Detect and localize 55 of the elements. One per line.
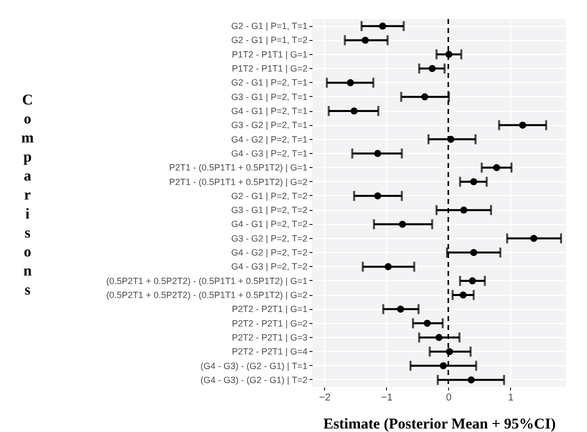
y-tick-label: P1T2 - P1T1 | G=2: [232, 64, 308, 74]
point: [460, 206, 468, 214]
x-tick-label: −2: [319, 392, 332, 404]
y-tick-label: (G4 - G3) - (G2 - G1) | T=2: [200, 374, 308, 385]
point: [460, 291, 467, 299]
point: [421, 93, 428, 100]
y-tick-label: P2T2 - P2T1 | G=3: [232, 332, 308, 342]
y-tick-label: G3 - G2 | P=2, T=2: [231, 233, 308, 244]
point: [519, 122, 526, 129]
x-tick-label: 0: [446, 392, 452, 404]
y-tick-label: G4 - G3 | P=2, T=2: [231, 262, 308, 272]
y-tick-label: (0.5P2T1 + 0.5P2T2) - (0.5P1T1 + 0.5P1T2) | G=1: [106, 276, 308, 286]
point: [468, 376, 475, 384]
y-tick-label: (G4 - G3) - (G2 - G1) | T=1: [200, 360, 308, 371]
y-tick-label: P1T2 - P1T1 | G=1: [232, 49, 308, 60]
text: Comparisons: [21, 92, 34, 298]
point: [493, 164, 500, 172]
y-tick-label: G4 - G2 | P=2, T=2: [231, 248, 308, 258]
y-tick-label: G2 - G1 | P=1, T=2: [231, 35, 308, 46]
y-tick-label: P2T2 - P2T1 | G=1: [232, 304, 308, 314]
y-tick-label: G2 - G1 | P=2, T=1: [231, 78, 308, 88]
point: [468, 277, 476, 284]
y-tick-label: G3 - G1 | P=2, T=2: [231, 205, 308, 216]
y-tick-label: G4 - G2 | P=2, T=1: [231, 134, 308, 144]
point: [440, 362, 447, 370]
y-tick-label: (0.5P2T1 + 0.5P2T2) - (0.5P1T1 + 0.5P1T2) | G=2: [106, 290, 308, 300]
point: [435, 334, 443, 341]
y-tick-label: G4 - G1 | P=2, T=2: [231, 219, 308, 230]
y-tick-label: G3 - G1 | P=2, T=1: [231, 92, 308, 102]
y-tick-label: P2T2 - P2T1 | G=2: [232, 318, 308, 328]
y-tick-label: P2T2 - P2T1 | G=4: [232, 346, 308, 357]
y-tick-label: G3 - G2 | P=2, T=1: [231, 120, 308, 130]
point: [374, 192, 382, 200]
y-tick-label: G4 - G1 | P=2, T=1: [231, 106, 308, 116]
point: [346, 79, 354, 86]
y-tick-label: G2 - G1 | P=1, T=1: [231, 21, 308, 32]
x-tick-label: −1: [381, 392, 393, 404]
point: [470, 249, 478, 256]
point: [362, 36, 369, 44]
y-tick-label: G2 - G1 | P=2, T=2: [231, 190, 308, 201]
point: [470, 178, 478, 186]
point: [350, 107, 358, 115]
point: [397, 306, 404, 313]
point: [424, 320, 431, 327]
x-axis-title: Estimate (Posterior Mean + 95%CI): [323, 416, 556, 432]
x-tick-label: 1: [508, 392, 514, 404]
point: [379, 22, 386, 30]
y-tick-label: P2T1 - (0.5P1T1 + 0.5P1T2) | G=2: [169, 176, 308, 187]
point: [384, 263, 392, 270]
point: [374, 150, 382, 157]
point: [428, 65, 436, 72]
y-tick-label: G4 - G3 | P=2, T=1: [231, 148, 308, 158]
point: [398, 220, 406, 228]
y-tick-label: P2T1 - (0.5P1T1 + 0.5P1T2) | G=1: [169, 162, 308, 173]
point: [530, 234, 538, 242]
